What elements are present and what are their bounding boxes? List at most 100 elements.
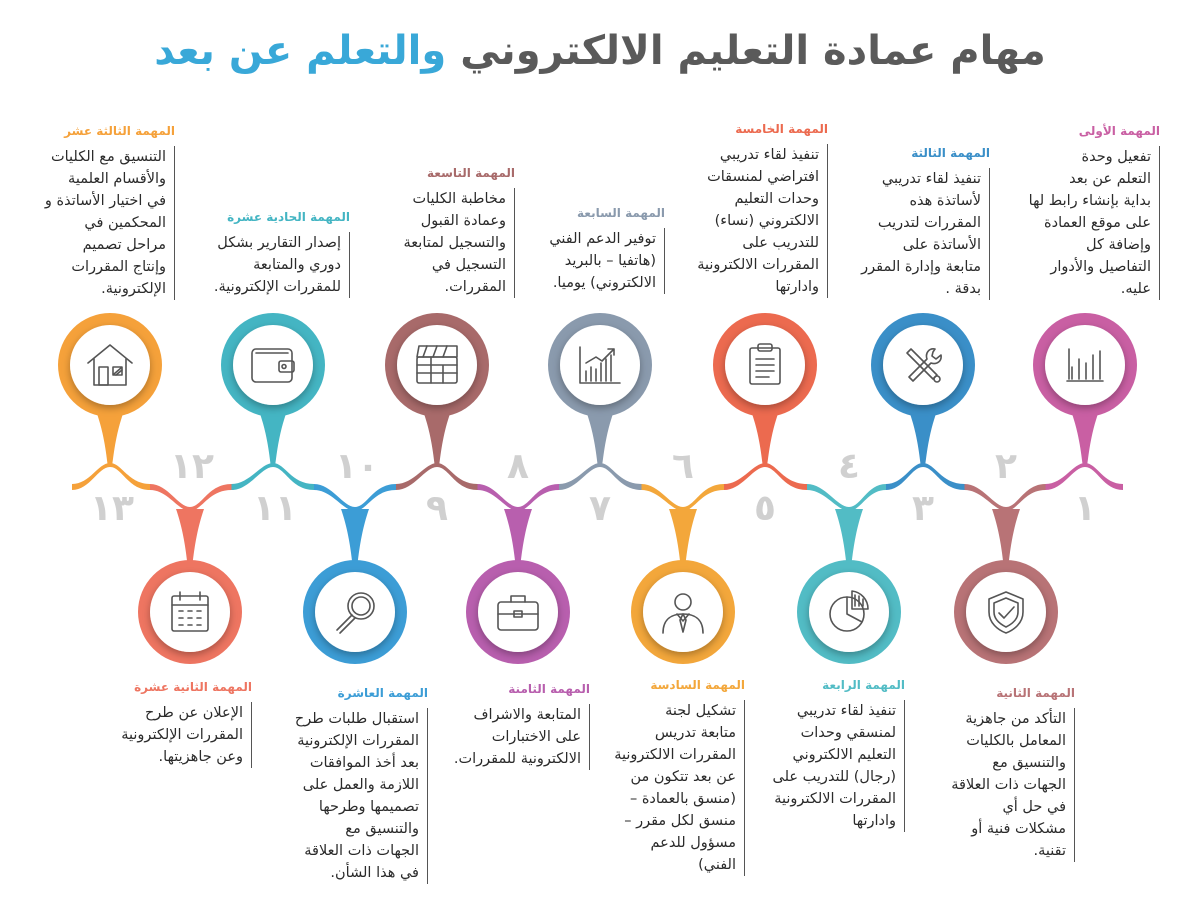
task-label: المهمة السادسة bbox=[650, 678, 745, 692]
task-text-line: التعليم الالكتروني bbox=[792, 747, 896, 763]
page-title: مهام عمادة التعليم الالكتروني والتعلم عن… bbox=[0, 28, 1200, 74]
task-text-line: المقررات الالكترونية bbox=[697, 257, 819, 273]
task-text-line: الجهات ذات العلاقة bbox=[951, 777, 1066, 793]
task-text-line: لأساتذة هذه bbox=[909, 193, 981, 209]
node-stem bbox=[1071, 411, 1099, 465]
wave-segment bbox=[807, 484, 886, 511]
wave-segment bbox=[724, 463, 807, 490]
task-text-line: للمقررات الإلكترونية. bbox=[213, 279, 341, 295]
task-label: المهمة الثامنة bbox=[508, 682, 590, 696]
clapperboard-icon bbox=[416, 345, 458, 384]
wave-segment bbox=[477, 484, 559, 511]
task-text: تنفيذ لقاء تدريبي لأساتذة هذه المقررات لتد… bbox=[825, 168, 990, 300]
task-text-line: والتنسيق مع bbox=[992, 755, 1066, 771]
pie-chart-icon bbox=[829, 590, 869, 632]
task-text-line: (رجال) للتدريب على bbox=[772, 769, 896, 785]
task-number: ٦ bbox=[672, 446, 694, 487]
task-block: المهمة الثانية التأكد من جاهزية المعامل با… bbox=[900, 686, 1075, 862]
task-text-line: وإضافة كل bbox=[1086, 237, 1151, 253]
task-text-line: التسجيل في bbox=[431, 257, 506, 273]
bar-chart-icon bbox=[1066, 348, 1104, 382]
tools-icon bbox=[906, 348, 942, 383]
task-node bbox=[58, 313, 162, 417]
task-number: ١٢ bbox=[170, 446, 214, 487]
node-stem bbox=[176, 509, 204, 566]
task-text-line: تنفيذ لقاء تدريبي bbox=[719, 147, 819, 163]
node-center bbox=[478, 572, 558, 652]
task-text-line: على الاختبارات bbox=[491, 729, 581, 745]
task-text-line: منسق لكل مقرر – bbox=[624, 813, 736, 829]
task-text-line: الإلكترونية. bbox=[101, 281, 166, 297]
task-text-line: الالكتروني) يوميا. bbox=[552, 275, 656, 291]
task-text-line: الالكترونية للمقررات. bbox=[453, 751, 581, 767]
task-text-line: وعمادة القبول bbox=[420, 213, 506, 229]
task-text-line: مراحل تصميم bbox=[82, 237, 166, 253]
task-text: الإعلان عن طرح المقررات الإلكترونية وعن جا… bbox=[77, 702, 252, 768]
wave-segment bbox=[559, 463, 642, 490]
task-label: المهمة الثانية عشرة bbox=[134, 680, 252, 694]
task-number: ٩ bbox=[426, 488, 448, 529]
task-node bbox=[713, 313, 817, 417]
task-block: المهمة الأولى تفعيل وحدة التعلم عن بعد بداي… bbox=[985, 124, 1160, 300]
task-number: ١٣ bbox=[90, 488, 134, 529]
task-node bbox=[548, 313, 652, 417]
task-label: المهمة السابعة bbox=[577, 206, 665, 220]
node-center bbox=[70, 325, 150, 405]
task-text-line: المحكمين في bbox=[84, 215, 166, 231]
node-stem bbox=[423, 411, 451, 465]
task-text-line: وادارتها bbox=[775, 279, 819, 295]
task-text-line: (منسق بالعمادة – bbox=[629, 791, 736, 807]
task-text: مخاطبة الكليات وعمادة القبول والتسجيل لمتا… bbox=[345, 188, 515, 298]
title-part2: والتعلم عن بعد bbox=[154, 28, 447, 74]
task-text-line: وحدات التعليم bbox=[734, 191, 819, 207]
task-text-line: مشكلات فنية أو bbox=[971, 821, 1066, 837]
task-node bbox=[385, 313, 489, 417]
node-center bbox=[883, 325, 963, 405]
task-text-line: إصدار التقارير بشكل bbox=[217, 235, 341, 251]
task-block: المهمة الخامسة تنفيذ لقاء تدريبي افتراضي ل… bbox=[643, 122, 828, 298]
task-text: تفعيل وحدة التعلم عن بعد بداية بإنشاء رابط… bbox=[985, 146, 1160, 300]
task-label: المهمة الثالثة عشر bbox=[64, 124, 175, 138]
task-text-line: توفير الدعم الفني bbox=[549, 231, 656, 247]
task-text-line: المقررات الإلكترونية bbox=[121, 727, 243, 743]
task-label: المهمة الخامسة bbox=[735, 122, 828, 136]
node-stem bbox=[835, 509, 863, 566]
title-part1: مهام عمادة التعليم الالكتروني bbox=[460, 28, 1046, 74]
task-text-line: افتراضي لمنسقات bbox=[707, 169, 819, 185]
node-center bbox=[233, 325, 313, 405]
wallet-icon bbox=[251, 348, 295, 383]
task-text-line: تصميمها وطرحها bbox=[318, 799, 419, 815]
task-text-line: عن بعد تتكون من bbox=[630, 769, 736, 785]
task-label: المهمة الثالثة bbox=[911, 146, 990, 160]
task-text: التنسيق مع الكليات والأقسام العلمية في اخت… bbox=[0, 146, 175, 300]
task-node bbox=[221, 313, 325, 417]
task-block: المهمة السادسة تشكيل لجنة متابعة تدريس المق… bbox=[575, 678, 745, 876]
task-text-line: بداية بإنشاء رابط لها bbox=[1028, 193, 1151, 209]
task-text-line: في هذا الشأن. bbox=[330, 865, 419, 881]
task-text-line: تقنية. bbox=[1033, 843, 1066, 859]
task-text-line: التنسيق مع الكليات bbox=[50, 149, 166, 165]
task-text-line: تنفيذ لقاء تدريبي bbox=[796, 703, 896, 719]
task-text-line: (هاتفيا – بالبريد bbox=[564, 253, 656, 269]
shield-check-icon bbox=[988, 591, 1024, 634]
task-number: ٤ bbox=[838, 446, 860, 487]
task-text: إصدار التقارير بشكل دوري والمتابعة للمقررا… bbox=[175, 232, 350, 298]
node-stem bbox=[751, 411, 779, 465]
task-text-line: الإعلان عن طرح bbox=[144, 705, 243, 721]
wave-segment bbox=[1045, 463, 1123, 490]
wave-segment bbox=[964, 484, 1046, 511]
magnifier-icon bbox=[336, 592, 375, 634]
task-label: المهمة الثانية bbox=[996, 686, 1075, 700]
node-stem bbox=[259, 411, 287, 465]
node-stem bbox=[341, 509, 369, 566]
task-number: ١ bbox=[1074, 488, 1096, 529]
task-number: ٧ bbox=[589, 488, 611, 529]
task-number: ٥ bbox=[754, 488, 776, 529]
task-text-line: تشكيل لجنة bbox=[665, 703, 736, 719]
task-text-line: في حل أي bbox=[1002, 799, 1066, 815]
task-text-line: على موقع العمادة bbox=[1044, 215, 1151, 231]
task-text-line: لمنسقي وحدات bbox=[800, 725, 896, 741]
task-text-line: الأساتذة على bbox=[902, 237, 981, 253]
task-node bbox=[871, 313, 975, 417]
node-center bbox=[560, 325, 640, 405]
